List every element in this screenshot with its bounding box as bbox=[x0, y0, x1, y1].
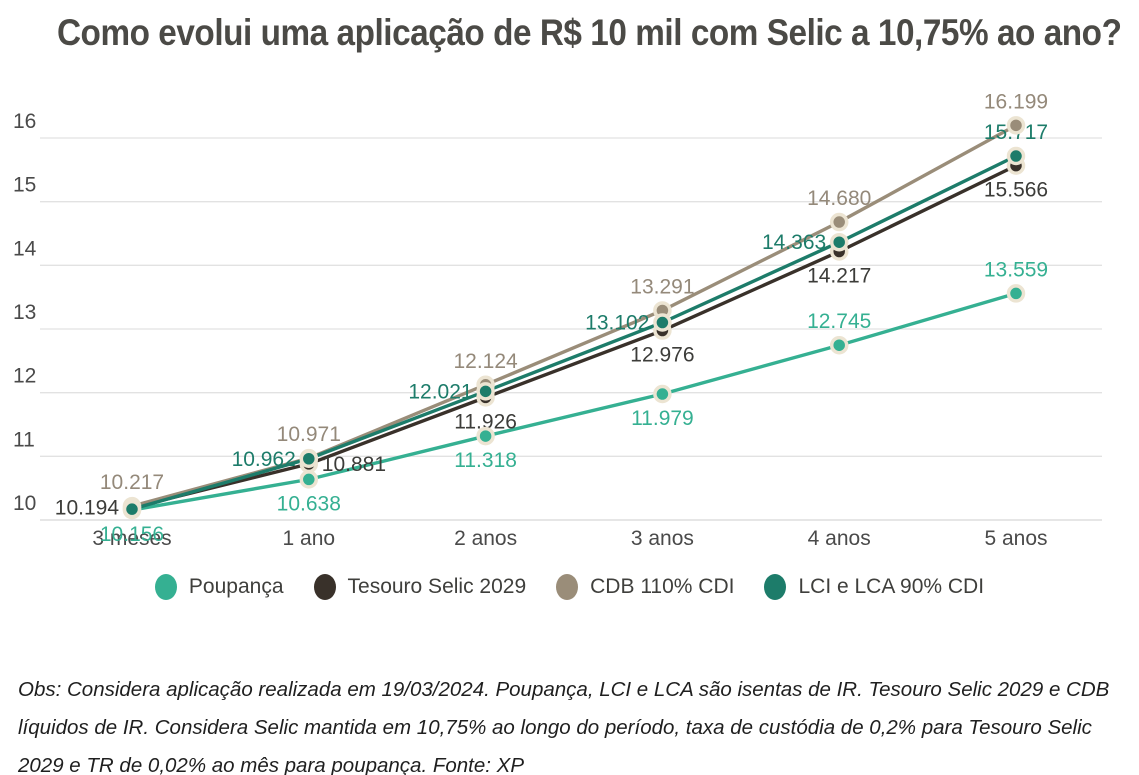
data-point-cdb-110-cdi bbox=[1006, 116, 1026, 135]
legend-dot-cdb-110-cdi bbox=[556, 574, 579, 600]
x-axis-label-4-anos: 4 anos bbox=[808, 527, 871, 550]
legend-label-poupanca: Poupança bbox=[188, 575, 284, 598]
data-point-cdb-110-cdi bbox=[829, 212, 849, 232]
legend-item-poupanca: Poupança bbox=[154, 574, 284, 600]
data-point-poupanca bbox=[1006, 284, 1026, 303]
data-point-poupanca bbox=[829, 335, 849, 355]
data-point-lci-e-lca-90-cdi bbox=[1006, 146, 1026, 166]
chart-title: Como evolui uma aplicação de R$ 10 mil c… bbox=[56, 12, 1122, 53]
legend-label-cdb-110-cdi: CDB 110% CDI bbox=[590, 575, 735, 598]
y-axis-tick-label: 10 bbox=[13, 492, 36, 515]
data-label-tesouro-selic-2029: 14.217 bbox=[807, 265, 871, 288]
data-point-lci-e-lca-90-cdi bbox=[476, 382, 495, 401]
data-point-poupanca bbox=[299, 470, 319, 489]
y-axis-tick-label: 15 bbox=[13, 174, 36, 197]
data-label-tesouro-selic-2029: 12.976 bbox=[630, 344, 694, 367]
data-label-lci-e-lca-90-cdi: 13.102 bbox=[585, 312, 649, 335]
data-label-cdb-110-cdi: 10.217 bbox=[100, 471, 164, 494]
x-axis-label-3-anos: 3 anos bbox=[631, 527, 694, 550]
data-point-lci-e-lca-90-cdi bbox=[653, 313, 672, 332]
data-label-lci-e-lca-90-cdi: 14.363 bbox=[762, 231, 826, 254]
data-label-cdb-110-cdi: 14.680 bbox=[807, 187, 871, 210]
data-label-lci-e-lca-90-cdi: 10.962 bbox=[232, 448, 296, 471]
x-axis-label-3-meses: 3 meses bbox=[92, 527, 171, 550]
x-axis-label-2-anos: 2 anos bbox=[454, 527, 517, 550]
legend-item-tesouro-selic-2029: Tesouro Selic 2029 bbox=[313, 574, 527, 600]
data-label-poupanca: 11.979 bbox=[631, 407, 694, 430]
data-label-poupanca: 10.638 bbox=[277, 492, 341, 515]
legend-label-tesouro-selic-2029: Tesouro Selic 2029 bbox=[347, 575, 527, 598]
data-label-tesouro-selic-2029: 15.566 bbox=[984, 179, 1048, 202]
data-point-poupanca bbox=[476, 426, 495, 446]
y-axis-tick-label: 12 bbox=[13, 365, 36, 388]
y-axis-tick-label: 14 bbox=[13, 237, 37, 260]
data-point-lci-e-lca-90-cdi bbox=[829, 232, 849, 252]
line-chart: 10 11 12 13 14 15 16 3 meses 1 ano 2 anos 3 anos 4 … bbox=[13, 90, 1102, 550]
data-label-cdb-110-cdi: 12.124 bbox=[453, 350, 518, 373]
data-label-tesouro-selic-2029: 10.881 bbox=[322, 453, 386, 476]
x-axis-label-5-anos: 5 anos bbox=[984, 527, 1047, 550]
chart-legend: Poupança Tesouro Selic 2029 CDB 110% CDI LC… bbox=[0, 574, 1139, 600]
data-point-lci-e-lca-90-cdi bbox=[122, 499, 142, 519]
legend-item-cdb-110-cdi: CDB 110% CDI bbox=[556, 574, 734, 600]
y-axis-tick-label: 13 bbox=[13, 301, 36, 324]
series-line-lci-e-lca-90-cdi bbox=[130, 154, 1018, 511]
data-label-lci-e-lca-90-cdi: 12.021 bbox=[408, 380, 472, 403]
y-axis-tick-label: 11 bbox=[13, 428, 35, 451]
legend-label-lci-e-lca-90-cdi: LCI e LCA 90% CDI bbox=[798, 575, 985, 598]
x-axis-label-1-ano: 1 ano bbox=[283, 527, 336, 550]
data-label-poupanca: 13.559 bbox=[984, 258, 1048, 281]
legend-dot-lci-e-lca-90-cdi bbox=[764, 574, 787, 600]
data-label-cdb-110-cdi: 16.199 bbox=[984, 90, 1048, 113]
data-label-poupanca: 12.745 bbox=[807, 310, 871, 333]
series-line-tesouro-selic-2029 bbox=[130, 163, 1018, 510]
data-point-lci-e-lca-90-cdi bbox=[299, 449, 319, 469]
legend-dot-tesouro-selic-2029 bbox=[313, 574, 336, 600]
legend-item-lci-e-lca-90-cdi: LCI e LCA 90% CDI bbox=[764, 574, 984, 600]
data-label-cdb-110-cdi: 10.971 bbox=[277, 423, 341, 446]
data-label-poupanca: 10.156 bbox=[100, 523, 164, 546]
data-point-poupanca bbox=[653, 384, 672, 404]
data-label-poupanca: 11.318 bbox=[454, 449, 517, 472]
chart-footnote: Obs: Considera aplicação realizada em 19… bbox=[18, 677, 1110, 775]
data-label-tesouro-selic-2029: 11.926 bbox=[454, 410, 517, 433]
series-line-poupanca bbox=[130, 291, 1018, 512]
data-label-cdb-110-cdi: 13.291 bbox=[630, 275, 694, 298]
y-axis-tick-label: 16 bbox=[13, 110, 36, 133]
legend-dot-poupanca bbox=[154, 574, 177, 600]
data-label-tesouro-selic-2029: 10.194 bbox=[55, 497, 120, 520]
